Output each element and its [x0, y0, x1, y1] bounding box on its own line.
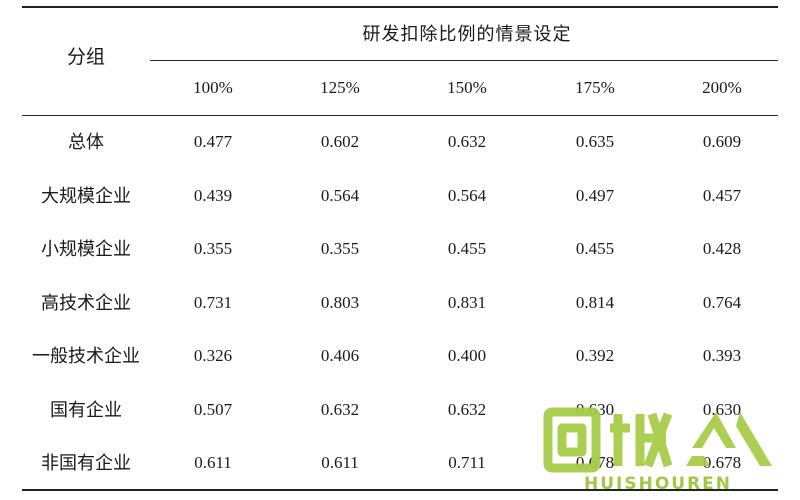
- column-header: 150%: [447, 78, 487, 97]
- table-cell: 0.564: [447, 186, 487, 205]
- table-cell: 0.602: [320, 132, 360, 151]
- column-header: 200%: [702, 78, 742, 97]
- table-cell: 0.355: [320, 239, 360, 258]
- table-cell: 0.632: [447, 400, 487, 419]
- table-cell: 0.678: [575, 453, 615, 472]
- row-label: 一般技术企业: [32, 346, 140, 366]
- table-cell: 0.439: [193, 186, 233, 205]
- table-cell: 0.630: [575, 400, 615, 419]
- table-cell: 0.455: [447, 239, 487, 258]
- row-label: 总体: [68, 132, 104, 152]
- row-label: 小规模企业: [41, 239, 131, 259]
- table-cell: 0.355: [193, 239, 233, 258]
- table-cell: 0.400: [447, 346, 487, 365]
- row-label: 高技术企业: [41, 293, 131, 313]
- table-cell: 0.507: [193, 400, 233, 419]
- scenario-header: 研发扣除比例的情景设定: [362, 24, 572, 44]
- table-cell: 0.711: [448, 453, 486, 472]
- table-cell: 0.764: [702, 293, 742, 312]
- table-cell: 0.564: [320, 186, 360, 205]
- group-header: 分组: [66, 47, 106, 68]
- table-cell: 0.611: [194, 453, 232, 472]
- row-label: 大规模企业: [41, 186, 131, 206]
- table-cell: 0.392: [575, 346, 615, 365]
- table-cell: 0.632: [447, 132, 487, 151]
- scenario-underline-rule: [150, 60, 778, 61]
- table-cell: 0.406: [320, 346, 360, 365]
- watermark-text: HUISHOUREN: [584, 474, 733, 494]
- table-cell: 0.803: [320, 293, 360, 312]
- table-cell: 0.814: [575, 293, 615, 312]
- table-cell: 0.831: [447, 293, 487, 312]
- table-top-rule: [22, 6, 778, 8]
- header-bottom-rule: [22, 115, 778, 116]
- table-cell: 0.731: [193, 293, 233, 312]
- row-label: 非国有企业: [41, 453, 131, 473]
- table-cell: 0.632: [320, 400, 360, 419]
- table-cell: 0.393: [702, 346, 742, 365]
- column-header: 175%: [575, 78, 615, 97]
- table-cell: 0.630: [702, 400, 742, 419]
- table-cell: 0.611: [321, 453, 359, 472]
- table-cell: 0.428: [702, 239, 742, 258]
- column-header: 125%: [320, 78, 360, 97]
- table-cell: 0.635: [575, 132, 615, 151]
- table-cell: 0.678: [702, 453, 742, 472]
- table-cell: 0.609: [702, 132, 742, 151]
- table-bottom-rule: [22, 489, 778, 491]
- table-cell: 0.457: [702, 186, 742, 205]
- column-header: 100%: [193, 78, 233, 97]
- row-label: 国有企业: [50, 400, 122, 420]
- table-cell: 0.477: [193, 132, 233, 151]
- table-cell: 0.497: [575, 186, 615, 205]
- table-cell: 0.326: [193, 346, 233, 365]
- table-cell: 0.455: [575, 239, 615, 258]
